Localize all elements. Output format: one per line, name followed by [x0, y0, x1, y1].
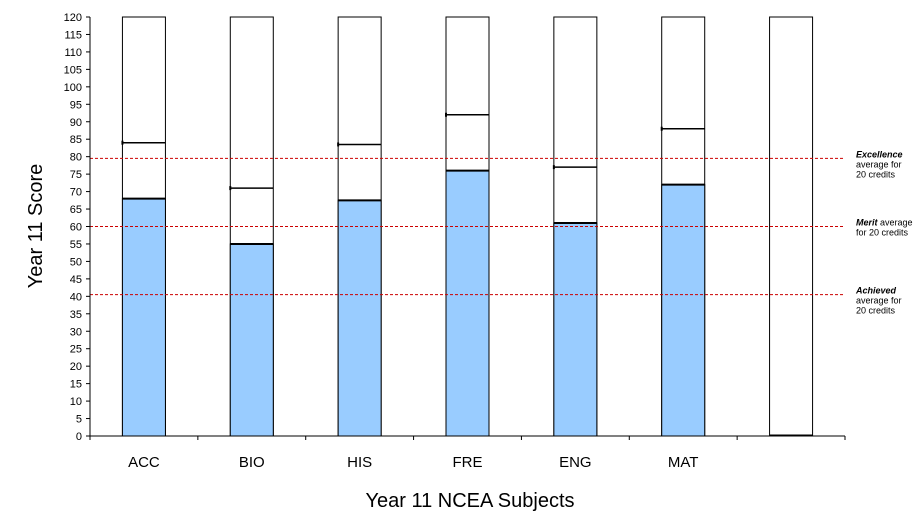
y-tick-label: 60 — [70, 222, 82, 234]
y-tick-label: 35 — [70, 309, 82, 321]
y-tick-label: 105 — [64, 64, 82, 76]
y-tick-label: 50 — [70, 256, 82, 268]
y-tick-label: 110 — [64, 47, 82, 59]
x-tick-label: ACC — [128, 454, 160, 471]
x-tick-label: BIO — [239, 454, 265, 471]
y-tick-label: 90 — [70, 117, 82, 129]
reference-label-line: for 20 credits — [856, 228, 909, 238]
reference-label-line: 20 credits — [856, 169, 896, 179]
y-tick-label: 85 — [70, 134, 82, 146]
y-tick-label: 45 — [70, 274, 82, 286]
y-tick-label: 95 — [70, 99, 82, 111]
reference-label-line: 20 credits — [856, 306, 896, 316]
y-axis-ticks: 0 5 10 15 20 25 30 35 40 45 50 55 60 65 70 75 80 85 90 95 10… — [64, 12, 90, 443]
reference-label-line: average for — [856, 159, 902, 169]
y-tick-label: 5 — [76, 414, 82, 426]
x-tick-label: FRE — [453, 454, 483, 471]
y-tick-label: 40 — [70, 291, 82, 303]
x-tick-label: ENG — [559, 454, 592, 471]
y-tick-label: 0 — [76, 431, 82, 443]
y-tick-label: 115 — [64, 29, 82, 41]
bar-fill — [121, 198, 166, 437]
reference-label: Achieved — [855, 286, 897, 296]
x-tick-label: MAT — [668, 454, 699, 471]
y-tick-label: 25 — [70, 344, 82, 356]
y-tick-label: 55 — [70, 239, 82, 251]
reference-label-text: average — [878, 218, 913, 228]
x-axis-title: Year 11 NCEA Subjects — [365, 490, 574, 512]
y-tick-label: 10 — [70, 396, 82, 408]
y-tick-label: 65 — [70, 204, 82, 216]
y-axis-title: Year 11 Score — [25, 164, 47, 289]
y-tick-label: 15 — [70, 379, 82, 391]
bar-fill — [553, 222, 598, 437]
x-axis-labels: ACC BIO HIS FRE ENG MAT — [128, 454, 698, 471]
x-tick-label: HIS — [347, 454, 372, 471]
bar-fill — [661, 184, 706, 437]
axes — [89, 17, 846, 440]
reference-label-bold: Excellence — [856, 149, 903, 159]
reference-label-bold: Merit — [856, 218, 879, 228]
bar-fill — [337, 199, 382, 437]
y-tick-label: 100 — [64, 82, 82, 94]
y-tick-label: 80 — [70, 152, 82, 164]
bars — [121, 16, 814, 437]
reference-label: Excellence — [856, 149, 903, 159]
reference-label: Merit average — [856, 218, 913, 228]
y-tick-label: 120 — [64, 12, 82, 24]
bar-fill — [229, 243, 274, 437]
y-tick-label: 20 — [70, 361, 82, 373]
bar-fill — [445, 170, 490, 437]
y-tick-label: 30 — [70, 326, 82, 338]
y-tick-label: 75 — [70, 169, 82, 181]
reference-label-line: average for — [856, 296, 902, 306]
reference-label-bold: Achieved — [855, 286, 897, 296]
y-tick-label: 70 — [70, 187, 82, 199]
